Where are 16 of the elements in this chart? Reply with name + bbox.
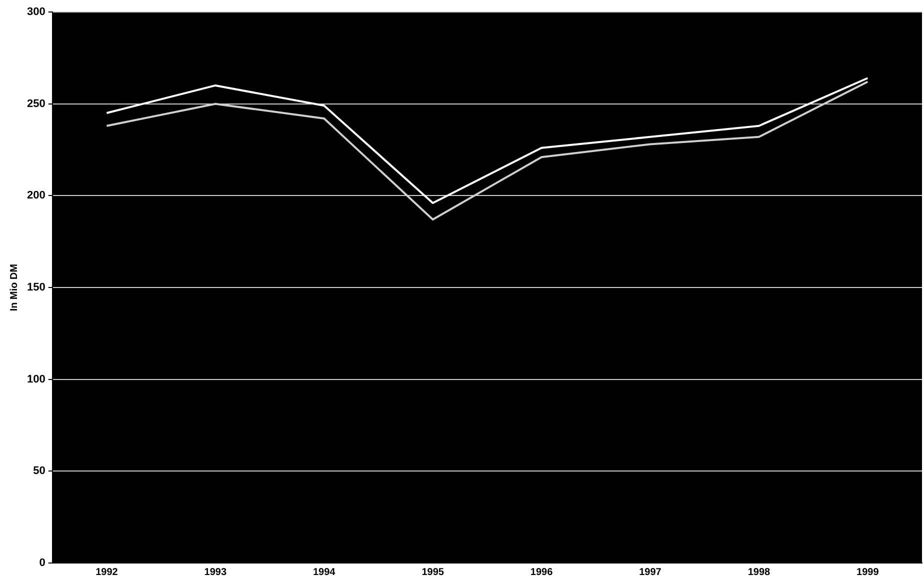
x-tick-label: 1994 xyxy=(312,566,336,578)
x-tick-label: 1998 xyxy=(748,566,770,578)
y-tick-label: 300 xyxy=(26,6,46,18)
x-tick-label: 1993 xyxy=(204,566,227,578)
y-tick-label: 0 xyxy=(39,557,46,570)
x-tick-label: 1997 xyxy=(639,566,662,578)
y-tick-label: 100 xyxy=(26,373,46,386)
x-tick-label: 1995 xyxy=(422,566,444,578)
y-axis-title: In Mio DM xyxy=(8,264,20,312)
x-tick-label: 1992 xyxy=(96,566,118,578)
x-tick-label: 1999 xyxy=(856,566,880,578)
y-tick-label: 200 xyxy=(26,190,46,202)
y-tick-label: 250 xyxy=(26,98,46,110)
y-tick-label: 50 xyxy=(33,465,46,478)
x-tick-label: 1996 xyxy=(530,566,554,578)
y-tick-label: 150 xyxy=(26,282,46,294)
